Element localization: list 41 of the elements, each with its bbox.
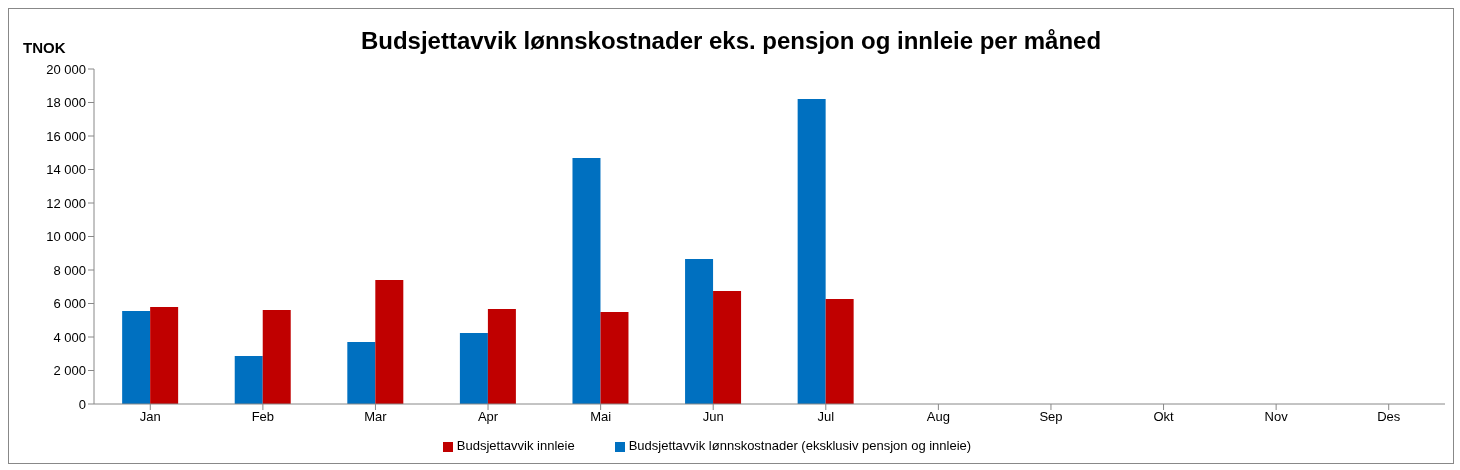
bar: [459, 332, 488, 404]
y-tick-label: 20 000: [46, 61, 86, 77]
x-tick-label: Jul: [817, 409, 835, 425]
bar: [572, 157, 601, 404]
y-tick-label: 10 000: [46, 229, 86, 245]
y-tick-label: 2 000: [53, 363, 86, 379]
bar: [347, 342, 376, 404]
y-tick-label: 14 000: [46, 162, 86, 178]
x-tick-label: Okt: [1153, 409, 1175, 425]
chart-title: Budsjettavvik lønnskostnader eks. pensjon og innleie per måned: [360, 27, 1102, 54]
y-tick-label: 8 000: [53, 262, 86, 278]
x-tick-label: Apr: [477, 409, 499, 425]
bar: [375, 280, 404, 404]
y-tick-label: 12 000: [46, 195, 86, 211]
bar: [487, 309, 516, 404]
x-tick-label: Jun: [702, 409, 724, 425]
x-tick-label: Sep: [1039, 409, 1063, 425]
x-tick-label: Aug: [926, 409, 950, 425]
y-tick-label: 18 000: [46, 95, 86, 111]
x-tick-label: Nov: [1264, 409, 1289, 425]
y-axis-title: TNOK: [23, 39, 66, 56]
x-tick-label: Jan: [139, 409, 161, 425]
y-tick-label: 6 000: [53, 296, 86, 312]
x-tick-label: Mar: [364, 409, 388, 425]
bar: [685, 258, 714, 404]
x-tick-label: Des: [1377, 409, 1401, 425]
y-tick-label: 16 000: [46, 128, 86, 144]
bar: [122, 311, 151, 404]
legend-label: Budsjettavvik innleie: [456, 438, 575, 453]
bar: [234, 355, 263, 404]
y-tick-label: 4 000: [53, 329, 86, 345]
legend-label: Budsjettavvik lønnskostnader (eksklusiv pensjon og innleie): [628, 438, 972, 453]
bar: [600, 312, 629, 404]
x-tick-label: Feb: [251, 409, 275, 425]
bar: [797, 98, 826, 404]
y-tick-label: 0: [78, 396, 86, 412]
bar: [262, 310, 291, 404]
bar: [825, 298, 854, 404]
x-tick-label: Mai: [590, 409, 612, 425]
bar: [150, 307, 179, 404]
bar: [713, 290, 742, 404]
